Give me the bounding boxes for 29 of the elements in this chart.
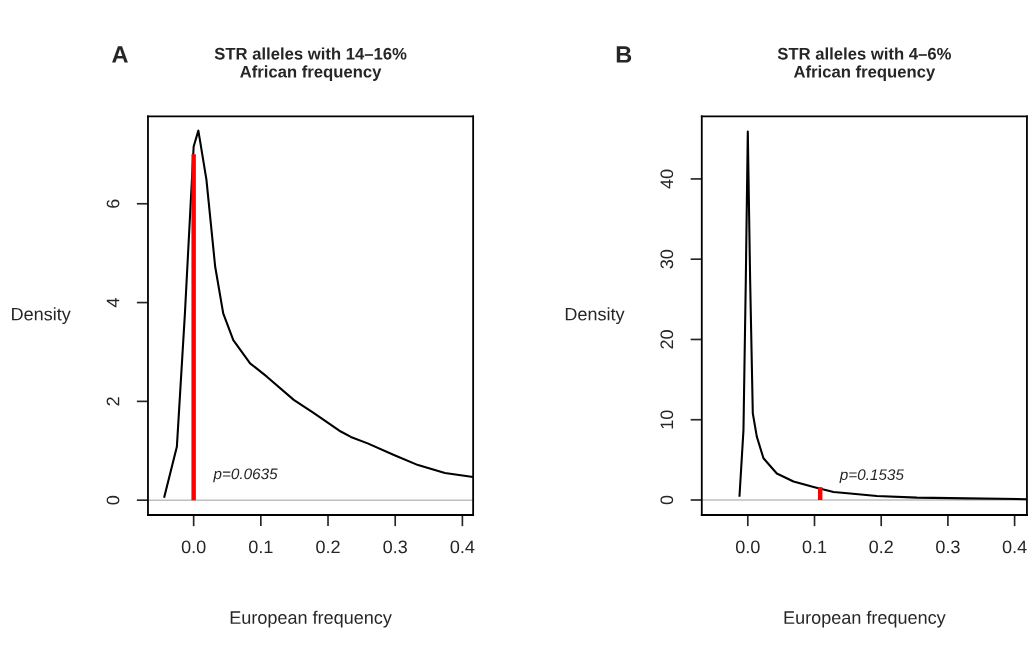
y-tick-label: 2 bbox=[106, 397, 120, 406]
chart-title: STR alleles with 14–16% African frequency bbox=[214, 47, 407, 81]
text: A bbox=[112, 46, 128, 63]
y-axis-title: Density bbox=[12, 307, 71, 325]
y-tick-label: 0 bbox=[660, 495, 674, 505]
chart-title: STR alleles with 4–6% African frequency bbox=[777, 47, 951, 81]
x-tick-label: 0.3 bbox=[936, 540, 960, 554]
x-tick-label: 0.3 bbox=[383, 540, 407, 554]
x-axis-title: European frequency bbox=[784, 610, 946, 628]
annotation: p=0.0635 bbox=[213, 468, 278, 483]
y-tick-label: 0 bbox=[106, 495, 120, 505]
x-tick-label: 0.0 bbox=[181, 540, 206, 554]
y-tick-label: 40 bbox=[660, 169, 674, 189]
x-tick-label: 0.1 bbox=[802, 540, 827, 554]
y-tick-label: 6 bbox=[106, 199, 120, 208]
y-axis-title: Density bbox=[565, 307, 625, 325]
y-tick-label: 10 bbox=[660, 410, 674, 429]
x-tick-label: 0.2 bbox=[869, 540, 893, 554]
x-tick-label: 0.1 bbox=[248, 540, 273, 554]
x-tick-label: 0.0 bbox=[735, 540, 760, 554]
text: B bbox=[616, 46, 632, 63]
y-tick-label: 20 bbox=[660, 330, 674, 349]
annotation: p=0.1535 bbox=[839, 469, 904, 484]
y-tick-label: 30 bbox=[660, 249, 674, 269]
x-tick-label: 0.4 bbox=[450, 540, 475, 554]
x-tick-label: 0.4 bbox=[1002, 540, 1027, 554]
x-tick-label: 0.2 bbox=[316, 540, 340, 554]
x-axis-title: European frequency bbox=[230, 610, 392, 628]
y-tick-label: 4 bbox=[106, 298, 120, 308]
